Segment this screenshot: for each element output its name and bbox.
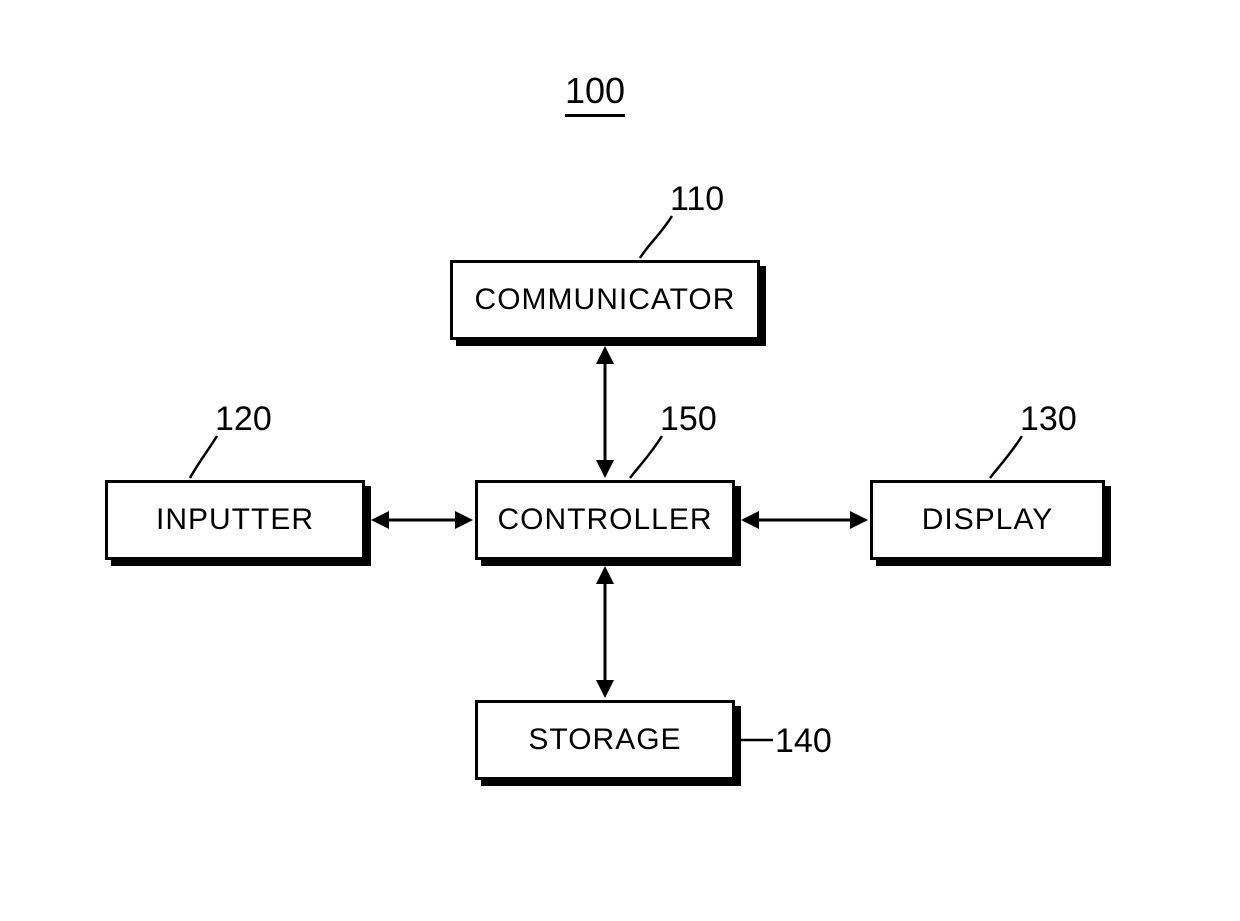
connector-controller-display (0, 0, 1240, 921)
diagram-canvas: 100 COMMUNICATOR INPUTTER CONTROLLER DIS… (0, 0, 1240, 921)
